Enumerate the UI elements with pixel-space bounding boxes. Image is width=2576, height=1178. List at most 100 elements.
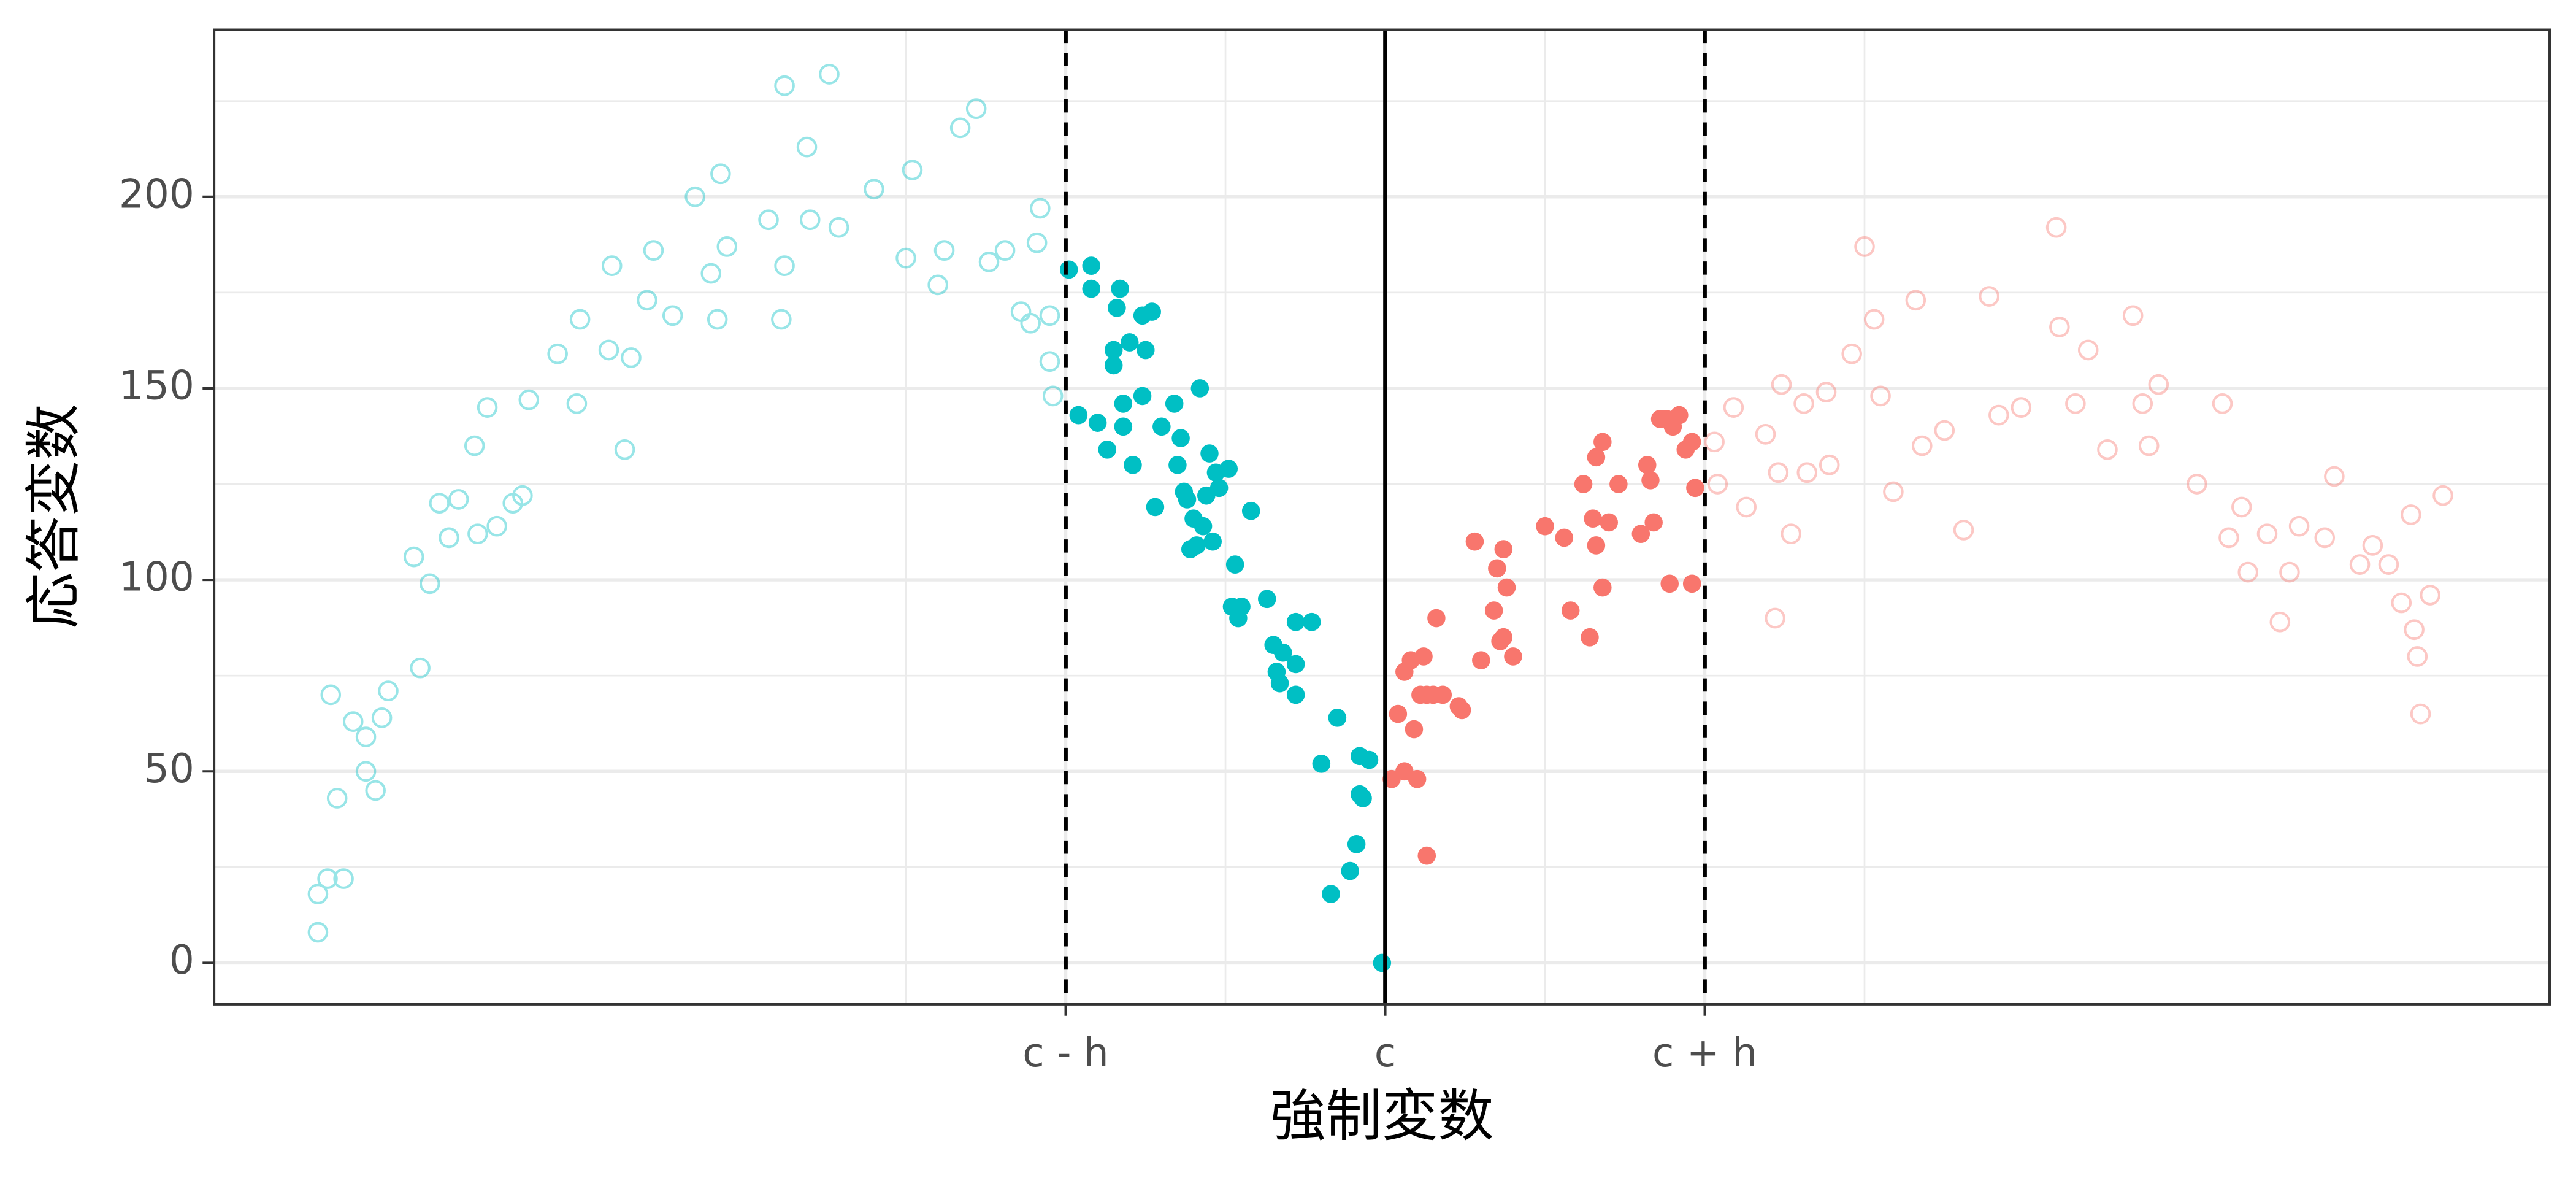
data-point — [1593, 433, 1612, 452]
data-point — [1120, 333, 1139, 352]
data-point — [902, 160, 923, 180]
x-tick-label: c — [1374, 1030, 1396, 1076]
data-point — [684, 186, 705, 207]
data-point — [1328, 709, 1347, 727]
data-point — [1098, 440, 1117, 459]
data-point — [307, 922, 329, 943]
data-point — [1171, 429, 1190, 447]
data-point — [2391, 592, 2412, 614]
data-point — [320, 684, 342, 706]
data-point — [477, 397, 498, 418]
y-tick-label: 150 — [119, 363, 194, 409]
data-point — [1302, 612, 1321, 631]
data-point — [1793, 393, 1814, 414]
data-point — [1771, 374, 1792, 395]
data-point — [1631, 525, 1650, 543]
data-point — [716, 236, 738, 257]
data-point — [1194, 517, 1213, 536]
data-point — [1146, 498, 1165, 517]
data-point — [2432, 485, 2453, 506]
data-point — [429, 493, 450, 514]
data-point — [1819, 454, 1840, 475]
data-point — [949, 117, 971, 139]
data-point — [1190, 379, 1209, 398]
data-point — [1497, 578, 1516, 597]
data-point — [978, 252, 1000, 272]
data-point — [547, 343, 568, 364]
data-point — [819, 64, 840, 85]
data-point — [1124, 455, 1142, 474]
point-group — [1382, 406, 1704, 865]
data-point — [1644, 513, 1663, 532]
point-group — [1059, 256, 1392, 972]
y-tick-label: 100 — [119, 555, 194, 601]
data-point — [1988, 404, 2009, 426]
data-point — [1373, 953, 1392, 972]
data-point — [1241, 501, 1260, 520]
data-point — [1219, 460, 1238, 478]
data-point — [1114, 395, 1133, 413]
panel-border — [213, 28, 2551, 1006]
data-point — [895, 247, 916, 269]
data-point — [965, 98, 987, 120]
data-point — [502, 493, 524, 514]
data-point — [662, 305, 683, 326]
data-point — [439, 527, 459, 549]
data-point — [1286, 612, 1305, 631]
data-point — [1682, 574, 1701, 593]
data-point — [1465, 532, 1484, 551]
data-point — [774, 255, 795, 276]
data-point — [403, 546, 424, 568]
data-point — [2212, 393, 2233, 414]
data-point — [355, 726, 377, 747]
data-point — [518, 389, 540, 410]
data-point — [1555, 528, 1574, 547]
data-point — [342, 711, 364, 732]
data-point — [512, 485, 533, 506]
data-point — [333, 868, 354, 889]
data-point — [1593, 578, 1612, 597]
data-point — [1494, 540, 1513, 558]
data-point — [1781, 523, 1801, 545]
data-point — [1010, 301, 1032, 322]
y-tick-label: 50 — [144, 746, 194, 792]
data-point — [1704, 431, 1725, 453]
data-point — [1408, 769, 1427, 788]
data-point — [1360, 750, 1379, 769]
data-point — [464, 435, 485, 456]
data-point — [1912, 435, 1933, 456]
data-point — [2407, 646, 2428, 667]
data-point — [2077, 339, 2099, 361]
data-point — [2362, 535, 2383, 556]
data-point — [1427, 609, 1446, 628]
data-point — [2349, 554, 2371, 575]
data-point — [365, 780, 386, 801]
data-point — [1934, 420, 1955, 441]
data-point — [1660, 574, 1679, 593]
data-point — [1178, 490, 1197, 509]
data-point — [378, 680, 399, 701]
x-tick-label: c - h — [1022, 1030, 1109, 1076]
data-point — [1536, 517, 1554, 536]
data-point — [1815, 382, 1837, 403]
data-point — [2256, 523, 2278, 545]
data-point — [1200, 444, 1219, 463]
x-axis-title: 強制変数 — [1270, 1083, 1493, 1149]
data-point — [2122, 305, 2144, 326]
data-point — [1258, 590, 1276, 609]
data-point — [2148, 374, 2169, 395]
data-point — [1111, 279, 1129, 298]
data-point — [1274, 643, 1292, 662]
data-point — [2231, 496, 2252, 518]
data-point — [2011, 397, 2032, 418]
data-point — [1209, 479, 1229, 498]
data-point — [1484, 601, 1503, 620]
data-point — [637, 290, 657, 311]
data-point — [1104, 356, 1123, 375]
data-point — [1682, 433, 1701, 452]
data-point — [1020, 312, 1041, 334]
data-point — [1574, 475, 1593, 493]
data-point — [1143, 302, 1161, 321]
data-point — [1587, 448, 1606, 467]
data-point — [1472, 651, 1490, 670]
